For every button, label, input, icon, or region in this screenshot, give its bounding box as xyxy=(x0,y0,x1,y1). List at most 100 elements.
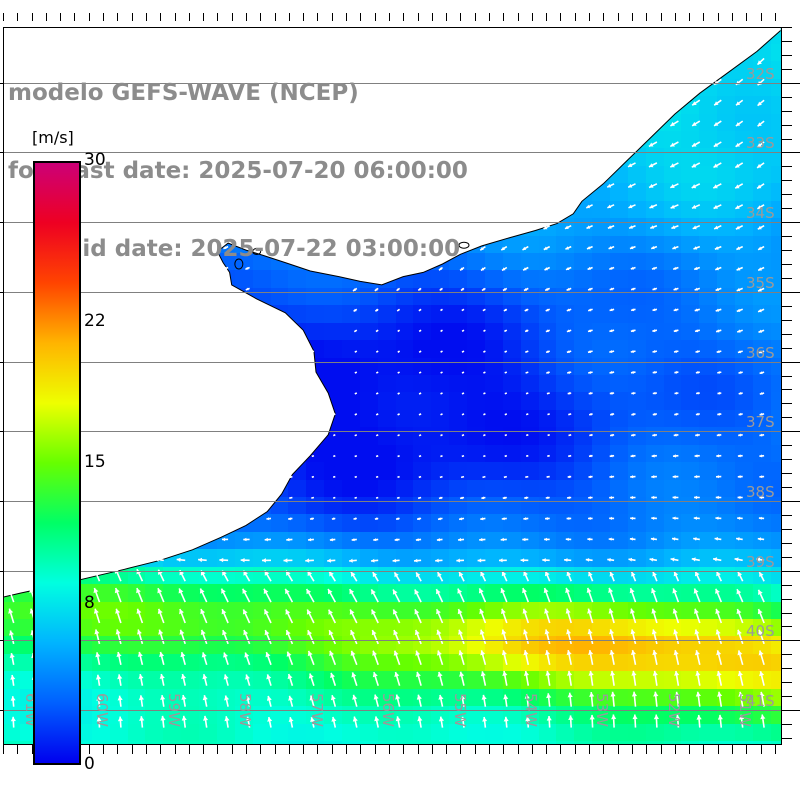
wind-arrow xyxy=(440,308,443,312)
wind-arrow xyxy=(651,516,657,520)
wind-arrow xyxy=(245,308,250,312)
wind-arrow xyxy=(461,413,465,416)
wind-arrow xyxy=(607,558,615,562)
wind-arrow xyxy=(587,537,593,541)
axis-tick xyxy=(575,745,576,755)
wind-arrow xyxy=(695,350,700,353)
wind-arrow xyxy=(500,587,508,603)
axis-tick xyxy=(103,13,104,21)
wind-arrow xyxy=(671,224,679,230)
wind-arrow xyxy=(438,496,443,500)
wind-arrow xyxy=(673,571,680,582)
axis-tick xyxy=(446,745,447,755)
wind-arrow xyxy=(715,266,722,271)
wind-arrow xyxy=(715,495,722,500)
colorbar[interactable] xyxy=(33,161,81,765)
axis-tick xyxy=(532,13,533,21)
wind-arrow xyxy=(264,537,272,542)
axis-tick xyxy=(232,13,233,21)
wind-arrow xyxy=(567,496,572,500)
longitude-label-57W: 57W xyxy=(307,693,326,727)
wind-arrow xyxy=(712,183,722,189)
axis-tick xyxy=(782,152,800,153)
wind-arrow xyxy=(136,608,144,624)
axis-tick xyxy=(432,745,433,755)
wind-arrow xyxy=(154,557,164,562)
wind-arrow xyxy=(440,371,443,374)
wind-arrow xyxy=(504,392,508,395)
wind-arrow xyxy=(351,538,357,542)
wind-arrow xyxy=(715,475,722,479)
wind-arrow xyxy=(375,371,379,374)
wind-arrow xyxy=(588,475,593,479)
wind-arrow xyxy=(650,537,657,541)
axis-tick xyxy=(0,362,3,363)
wind-arrow xyxy=(716,350,722,354)
wind-arrow xyxy=(546,371,550,374)
wind-arrow xyxy=(483,454,486,458)
longitude-label-54W: 54W xyxy=(522,693,540,727)
wind-arrow xyxy=(628,204,636,209)
axis-tick xyxy=(275,13,276,21)
wind-arrow xyxy=(715,308,722,312)
wind-arrow xyxy=(547,434,550,437)
wind-arrow xyxy=(311,496,315,499)
wind-arrow xyxy=(370,589,379,603)
axis-tick xyxy=(782,222,800,223)
axis-tick xyxy=(782,710,800,711)
wind-arrow xyxy=(501,608,508,624)
axis-tick xyxy=(782,626,792,627)
map-plot-area[interactable] xyxy=(3,27,782,745)
wind-arrow xyxy=(8,608,15,624)
wind-arrow xyxy=(179,608,186,624)
axis-tick xyxy=(217,745,218,755)
wind-arrow xyxy=(436,538,443,542)
axis-tick xyxy=(89,13,90,21)
wind-arrow xyxy=(713,224,722,230)
axis-tick xyxy=(74,13,75,21)
wind-arrow xyxy=(756,557,765,562)
wind-arrow xyxy=(628,224,636,229)
axis-tick xyxy=(782,292,800,293)
axis-tick xyxy=(661,13,662,21)
wind-arrow xyxy=(203,370,207,374)
wind-arrow xyxy=(414,629,422,645)
wind-arrow xyxy=(650,245,658,250)
wind-arrow xyxy=(114,587,122,603)
wind-arrow xyxy=(481,287,486,292)
wind-arrow xyxy=(587,350,593,354)
axis-tick xyxy=(675,13,676,21)
wind-arrow xyxy=(375,413,379,416)
wind-arrow xyxy=(524,329,529,333)
wind-arrow xyxy=(504,454,508,458)
axis-tick xyxy=(782,654,792,655)
wind-arrow xyxy=(566,629,572,645)
wind-arrow xyxy=(266,517,272,521)
wind-arrow xyxy=(440,413,443,416)
axis-tick xyxy=(0,640,3,641)
wind-arrow xyxy=(737,350,743,354)
wind-arrow xyxy=(544,570,551,582)
wind-arrow xyxy=(374,308,379,312)
axis-tick xyxy=(782,515,792,516)
wind-arrow xyxy=(735,204,744,210)
wind-arrow xyxy=(375,392,379,395)
wind-arrow xyxy=(397,454,400,458)
wind-arrow xyxy=(757,608,765,624)
wind-arrow xyxy=(650,224,658,230)
axis-tick xyxy=(782,376,792,377)
wind-arrow xyxy=(354,350,358,353)
axis-tick xyxy=(746,13,747,21)
wind-arrow xyxy=(545,496,550,500)
wind-arrow xyxy=(735,537,743,541)
gridline-parallel xyxy=(3,640,782,641)
wind-arrow xyxy=(202,287,207,291)
axis-tick xyxy=(489,13,490,21)
wind-arrow xyxy=(669,162,679,168)
axis-tick xyxy=(718,745,719,755)
wind-arrow xyxy=(669,141,679,148)
wind-arrow xyxy=(285,609,294,624)
wind-arrow xyxy=(759,475,765,479)
axis-tick xyxy=(689,13,690,21)
gridline-parallel xyxy=(3,431,782,432)
